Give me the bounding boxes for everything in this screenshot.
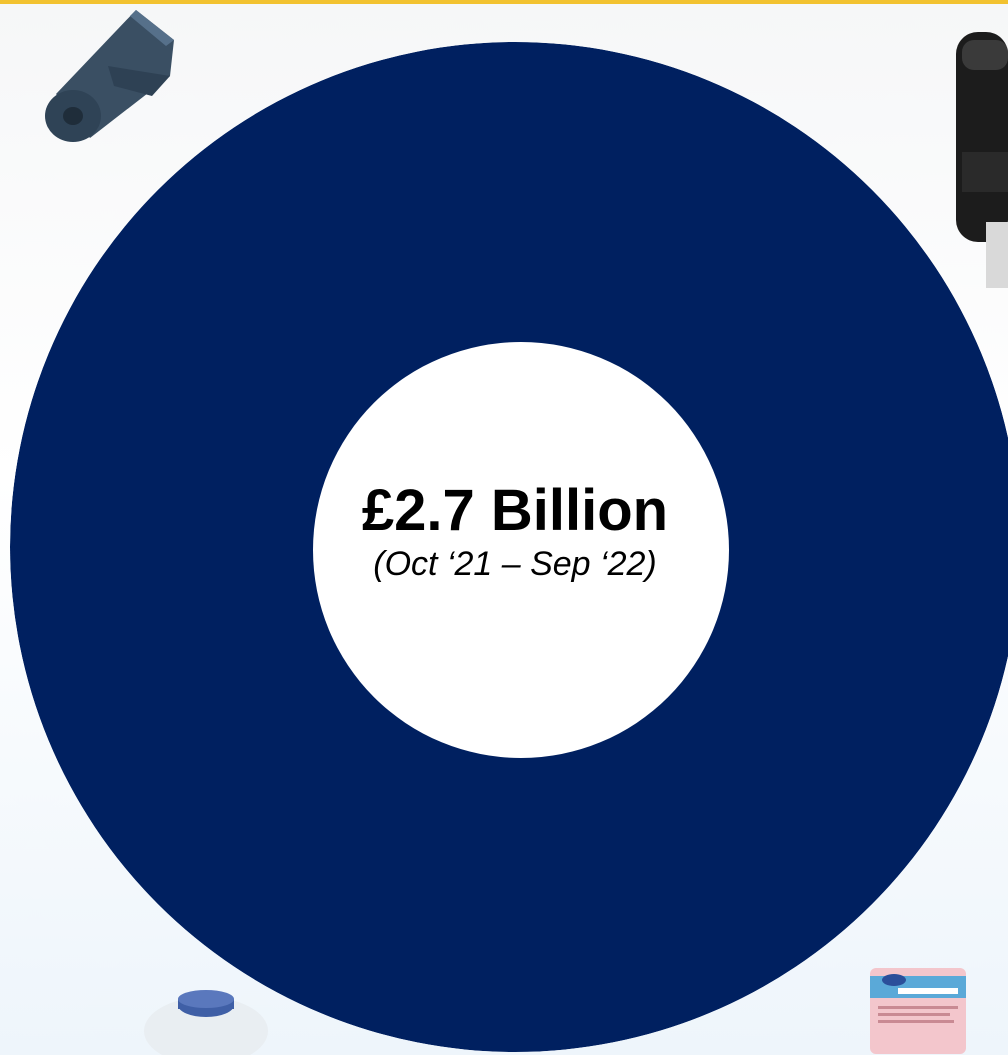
- total-donut-chart: [10, 42, 1008, 1052]
- disinfectant-wipes-pack-image: [868, 966, 968, 1055]
- bin-bag-roll-image: [18, 6, 178, 151]
- paper-towel-dispenser-image: [948, 32, 1008, 297]
- donut-hole: [313, 342, 729, 758]
- total-value: £2.7 Billion: [361, 478, 669, 543]
- top-accent-rule: [0, 0, 1008, 4]
- period-label: (Oct ‘21 – Sep ‘22): [373, 545, 657, 583]
- donut-center-label: £2.7 Billion (Oct ‘21 – Sep ‘22): [305, 478, 725, 584]
- hand-sanitiser-bottle-image: [136, 985, 276, 1055]
